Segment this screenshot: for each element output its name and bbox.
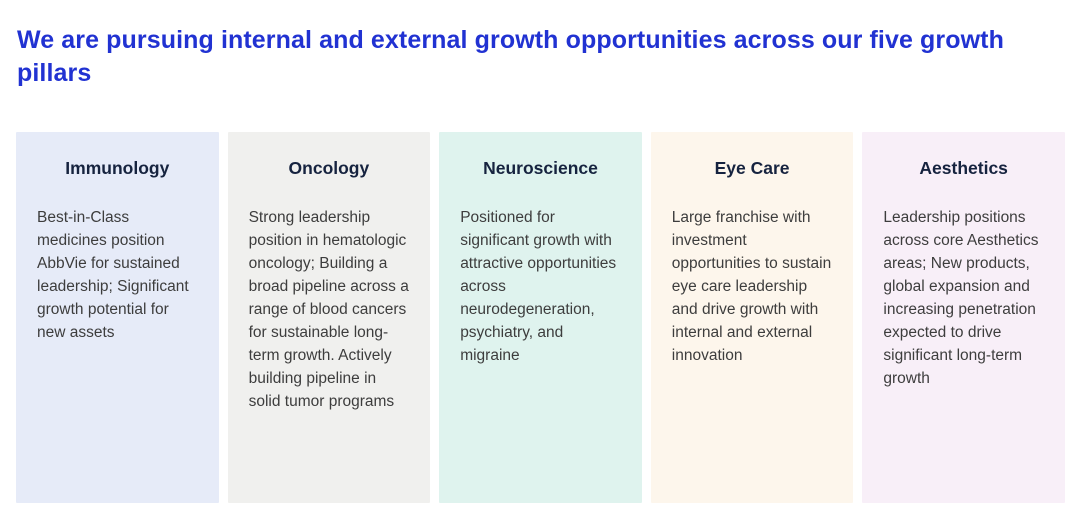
pillar-name: Oncology <box>288 158 370 178</box>
pillar-card-immunology: Immunology Best-in-Class medicines posit… <box>16 132 219 503</box>
pillar-description: Positioned for significant growth with a… <box>460 209 617 364</box>
pillar-description: Strong leadership position in hematologi… <box>248 209 409 410</box>
pillar-description: Best-in-Class medicines position AbbVie … <box>37 209 189 341</box>
pillar-card-oncology: Oncology Strong leadership position in h… <box>227 132 431 503</box>
page-title: We are pursuing internal and external gr… <box>17 26 1004 87</box>
pillar-card-aesthetics: Aesthetics Leadership positions across c… <box>862 132 1065 503</box>
pillar-name: Neuroscience <box>483 158 598 178</box>
growth-pillars-row: Immunology Best-in-Class medicines posit… <box>16 132 1065 503</box>
pillar-description: Leadership positions across core Aesthet… <box>883 209 1039 387</box>
pillar-name: Immunology <box>65 158 170 178</box>
pillar-description: Large franchise with investment opportun… <box>671 209 832 364</box>
pillar-card-neuroscience: Neuroscience Positioned for significant … <box>439 132 642 503</box>
pillar-name: Eye Care <box>714 158 790 178</box>
pillar-card-eye-care: Eye Care Large franchise with investment… <box>650 132 854 503</box>
pillar-name: Aesthetics <box>919 158 1008 178</box>
